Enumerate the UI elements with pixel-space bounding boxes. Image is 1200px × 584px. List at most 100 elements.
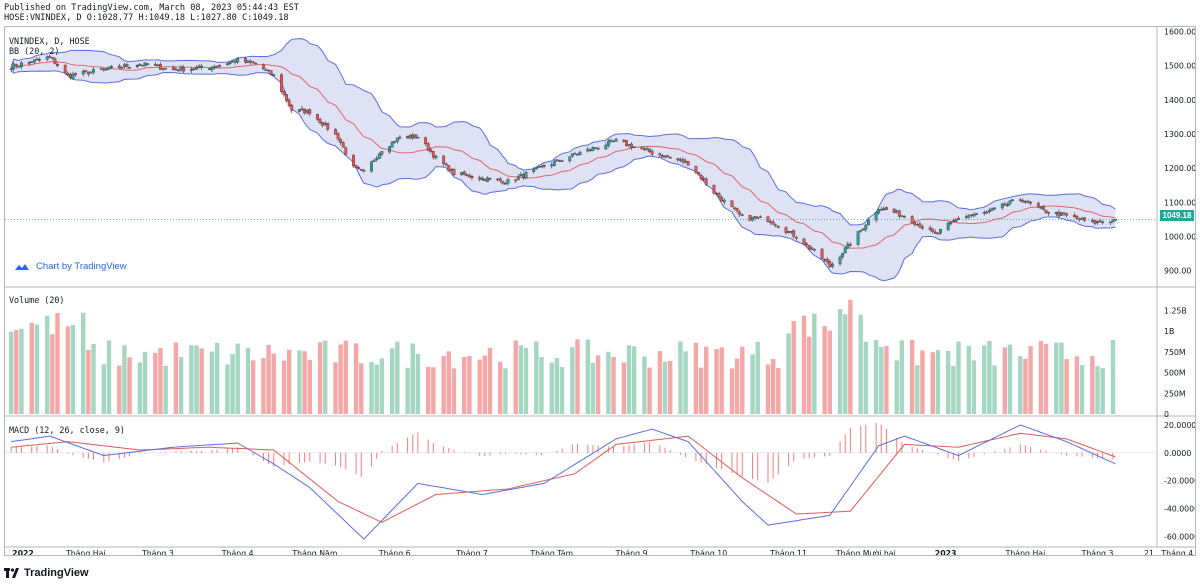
macd-tick-label: -60.0000 — [1164, 532, 1195, 541]
volume-bar — [678, 341, 683, 414]
candle-body — [159, 64, 162, 70]
price-tick-label: 1500.00 — [1164, 62, 1195, 71]
candle-body — [444, 163, 448, 166]
candle-body — [171, 67, 175, 70]
volume-bar — [930, 352, 935, 414]
candle-body — [537, 166, 541, 168]
volume-bar — [359, 363, 364, 414]
candle-body — [254, 62, 258, 65]
volume-bar — [734, 358, 740, 414]
candle-body — [825, 259, 829, 263]
candle-body — [555, 159, 559, 162]
volume-bar — [848, 299, 853, 414]
volume-bar — [740, 346, 745, 414]
volume-bar — [642, 356, 647, 414]
volume-tick-label: 1B — [1164, 327, 1174, 336]
candle-body — [135, 65, 139, 68]
candle-body — [303, 108, 307, 114]
date-tick-label: Tháng 3 — [141, 549, 174, 555]
volume-bar — [117, 365, 122, 414]
volume-bar — [405, 367, 410, 414]
volume-bar — [1007, 344, 1013, 414]
candle-body — [1029, 201, 1032, 204]
volume-bar — [575, 339, 580, 414]
bb-indicator-label[interactable]: BB (20, 2) — [9, 46, 60, 56]
volume-bar — [915, 365, 920, 414]
volume-bar — [1054, 342, 1059, 414]
candle-body — [48, 56, 52, 58]
candle-body — [339, 139, 343, 143]
chart-by-tradingview-badge[interactable]: Chart by TradingView — [14, 261, 127, 272]
volume-bar — [338, 344, 343, 414]
volume-bar — [1018, 356, 1023, 414]
price-tick-label: 1000.00 — [1164, 232, 1195, 241]
published-line: Published on TradingView.com, March 08, … — [4, 3, 299, 13]
candle-body — [609, 139, 613, 142]
date-tick-label: Tháng 4 — [1160, 549, 1193, 555]
candle-body — [470, 176, 474, 179]
candle-body — [164, 67, 168, 70]
candle-body — [429, 149, 433, 153]
volume-bar — [462, 356, 467, 414]
candle-body — [704, 178, 708, 185]
volume-tick-label: 1.25B — [1164, 306, 1187, 315]
candle-body — [215, 65, 219, 68]
volume-bar — [837, 309, 843, 414]
chart-canvas[interactable]: 1600.00 1500.00 1400.00 1300.00 1200.00 1100.… — [5, 27, 1195, 555]
candle-body — [426, 143, 430, 151]
candle-body — [81, 70, 85, 75]
volume-indicator-label[interactable]: Volume (20) — [9, 295, 65, 305]
candle-body — [812, 249, 816, 251]
badge-text: Chart by TradingView — [36, 261, 127, 272]
candle-body — [447, 165, 451, 172]
candle-body — [244, 58, 247, 63]
candle-body — [341, 142, 345, 148]
candle-body — [1044, 209, 1048, 213]
candle-body — [285, 94, 289, 102]
candle-body — [810, 247, 814, 250]
volume-bar — [307, 359, 312, 414]
candle-body — [666, 155, 670, 158]
volume-bar — [626, 345, 632, 414]
candle-body — [540, 166, 543, 168]
candle-body — [679, 159, 682, 161]
bb-lower-line — [10, 70, 1116, 282]
volume-bar — [369, 362, 374, 414]
date-tick-label: Tháng Tám — [529, 549, 573, 555]
volume-bar — [1059, 342, 1064, 414]
date-tick-label: Tháng 4 — [221, 549, 254, 555]
candle-body — [231, 60, 234, 63]
volume-bar — [209, 351, 215, 414]
candle-body — [625, 140, 628, 146]
volume-bar — [719, 347, 724, 414]
volume-bar — [65, 326, 70, 414]
candle-body — [498, 178, 502, 181]
candle-body — [877, 209, 881, 214]
tradingview-footer[interactable]: TradingView — [4, 567, 89, 579]
candle-body — [792, 230, 796, 237]
volume-bar — [956, 341, 961, 414]
volume-bar — [425, 366, 431, 414]
volume-bar — [539, 357, 544, 414]
candle-body — [830, 263, 834, 267]
volume-bar — [477, 359, 482, 414]
volume-bar — [899, 340, 905, 414]
candle-body — [12, 63, 16, 70]
macd-tick-label: -20.0000 — [1164, 477, 1195, 486]
candle-body — [949, 221, 953, 225]
volume-bar — [606, 351, 611, 414]
candle-body — [552, 161, 556, 166]
candle-body — [928, 227, 932, 230]
candle-body — [189, 68, 193, 71]
volume-tick-label: 750M — [1164, 348, 1186, 357]
macd-indicator-label[interactable]: MACD (12, 26, close, 9) — [9, 425, 125, 435]
volume-bar — [812, 313, 817, 414]
candle-body — [321, 122, 325, 126]
price-tick-label: 1100.00 — [1164, 198, 1195, 207]
volume-bar — [585, 339, 590, 414]
candle-body — [1060, 212, 1063, 216]
volume-bar — [776, 367, 781, 414]
candle-body — [1098, 220, 1102, 223]
candle-body — [1021, 200, 1025, 203]
candle-body — [316, 113, 319, 120]
